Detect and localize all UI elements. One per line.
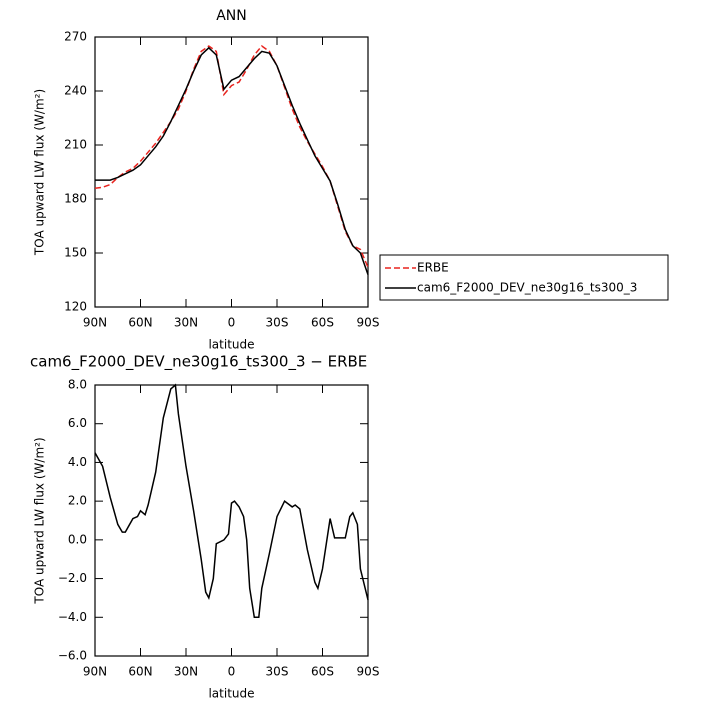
x-axis-label: latitude [208, 687, 254, 701]
data-line [94, 383, 369, 619]
series-line [94, 44, 369, 268]
y-tick-label: 8.0 [68, 378, 87, 392]
x-tick-label: 90S [357, 316, 380, 330]
x-tick-label: 60N [128, 316, 152, 330]
y-tick-label: −2.0 [58, 571, 87, 585]
y-tick-label: 150 [64, 246, 87, 260]
x-tick-label: 30N [174, 665, 198, 679]
x-tick-label: 90S [357, 665, 380, 679]
x-tick-label: 0 [228, 665, 236, 679]
chart-title: ANN [216, 8, 247, 24]
y-tick-label: 240 [64, 84, 87, 98]
x-axis-label: latitude [208, 338, 254, 352]
legend-label: cam6_F2000_DEV_ne30g16_ts300_3 [417, 281, 637, 295]
x-tick-label: 90N [83, 665, 107, 679]
series-line [95, 46, 369, 275]
x-tick-label: 90N [83, 316, 107, 330]
y-axis-label: TOA upward LW flux (W/m²) [33, 437, 47, 604]
y-tick-label: 2.0 [68, 494, 87, 508]
y-tick-label: −6.0 [58, 649, 87, 663]
y-tick-label: 210 [64, 138, 87, 152]
y-tick-label: 6.0 [68, 416, 87, 430]
y-tick-label: −4.0 [58, 610, 87, 624]
y-tick-label: 4.0 [68, 455, 87, 469]
y-tick-label: 270 [64, 30, 87, 44]
x-tick-label: 30S [266, 665, 289, 679]
y-axis-label: TOA upward LW flux (W/m²) [33, 89, 47, 256]
x-tick-label: 60S [311, 316, 334, 330]
x-tick-label: 60S [311, 665, 334, 679]
legend-box [379, 254, 669, 301]
legend-label: ERBE [417, 261, 449, 275]
plot-frame [94, 384, 369, 657]
x-tick-label: 30N [174, 316, 198, 330]
x-tick-label: 0 [228, 316, 236, 330]
y-tick-label: 120 [64, 300, 87, 314]
x-tick-label: 60N [128, 665, 152, 679]
y-tick-label: 180 [64, 192, 87, 206]
y-tick-label: 0.0 [68, 532, 87, 546]
chart-title: cam6_F2000_DEV_ne30g16_ts300_3 − ERBE [30, 353, 367, 372]
plot-frame [94, 36, 369, 308]
x-tick-label: 30S [266, 316, 289, 330]
